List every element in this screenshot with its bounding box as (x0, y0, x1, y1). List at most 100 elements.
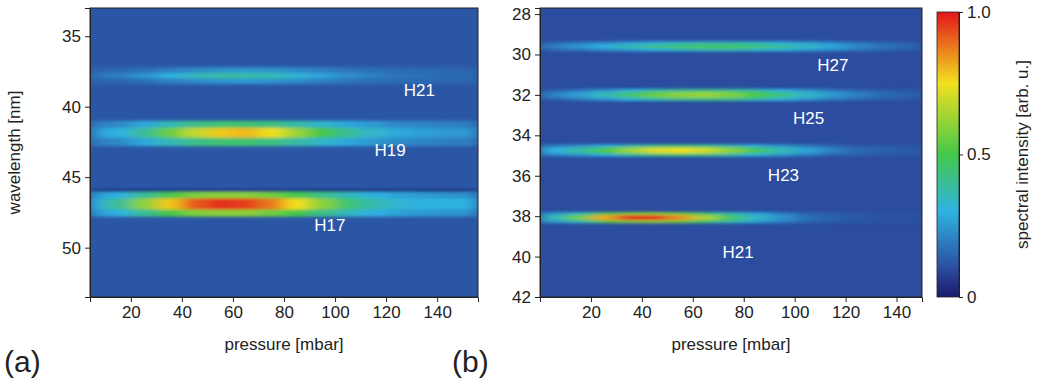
heatmap-cell (412, 189, 438, 192)
heatmap-cell (820, 215, 845, 220)
heatmap-cell (565, 212, 590, 223)
heatmap-cell (565, 147, 590, 153)
heatmap-cell (156, 198, 182, 209)
heatmap-cell (897, 147, 922, 153)
harmonic-label: H21 (723, 243, 754, 262)
tick-label: 140 (883, 303, 911, 322)
tick-label: 42 (512, 288, 531, 307)
heatmap-cell (361, 128, 387, 138)
heatmap-cell (412, 128, 438, 138)
panel-label: (a) (4, 345, 41, 378)
heatmap-cell (744, 212, 769, 223)
heatmap-cell (182, 189, 208, 192)
heatmap-cell (540, 147, 565, 153)
heatmap-cell (156, 189, 182, 192)
heatmap-cell (310, 189, 336, 192)
heatmap-cell (540, 92, 565, 98)
heatmap-cell (820, 92, 845, 98)
heatmap-cell (131, 189, 157, 192)
heatmap-cell (718, 215, 743, 220)
heatmap-cell (131, 198, 157, 209)
heatmap-cell (105, 121, 131, 146)
heatmap-cell (463, 121, 478, 146)
heatmap-cell (310, 73, 336, 79)
tick-label: 80 (735, 303, 754, 322)
plot-area (540, 8, 922, 297)
heatmap-cell (335, 67, 361, 84)
heatmap-cell (105, 198, 131, 209)
heatmap-cell (156, 191, 182, 216)
heatmap-cell (258, 198, 284, 209)
heatmap-cells (90, 67, 478, 216)
heatmap-cell (667, 89, 692, 101)
colorbar-title: spectral intensity [arb. u.] (1013, 60, 1032, 249)
tick-mark (959, 12, 963, 13)
heatmap-cell (207, 67, 233, 84)
harmonic-label: H27 (817, 56, 848, 75)
heatmap-cell (386, 189, 412, 192)
tick-mark (535, 135, 540, 136)
heatmap-cell (131, 121, 157, 146)
heatmap-cell (591, 215, 616, 220)
heatmap-cell (820, 147, 845, 153)
heatmap-cell (233, 67, 259, 84)
heatmap-cell (616, 147, 641, 153)
tick: 28 (512, 5, 540, 24)
heatmap-cell (437, 191, 463, 216)
tick-label: 80 (275, 303, 294, 322)
heatmap-cell (667, 41, 692, 51)
heatmap-cell (616, 44, 641, 48)
tick-label: 50 (62, 239, 81, 258)
tick: 42 (512, 288, 540, 307)
tick: 1.0 (959, 3, 991, 22)
heatmap-cell (642, 92, 667, 98)
heatmap-cell (871, 89, 896, 101)
heatmap-cell (795, 41, 820, 51)
heatmap-cell (565, 89, 590, 101)
heatmap-cell (156, 128, 182, 138)
tick-label: 20 (122, 303, 141, 322)
heatmap-cell (335, 191, 361, 216)
heatmap-cell (361, 73, 387, 79)
colorbar-axis: 0 0.5 1.0 (959, 3, 991, 307)
heatmap-cell (871, 92, 896, 98)
heatmap-cell (540, 144, 565, 156)
heatmap-cell (897, 144, 922, 156)
heatmap-cell (284, 121, 310, 146)
heatmap-cell (437, 128, 463, 138)
heatmap-cell (386, 198, 412, 209)
tick-label: 40 (62, 98, 81, 117)
heatmap-cell (667, 212, 692, 223)
heatmap-cell (718, 212, 743, 223)
tick-mark (85, 107, 90, 108)
heatmap-cell (131, 67, 157, 84)
tick-mark (642, 297, 643, 302)
heatmap-cell (769, 144, 794, 156)
heatmap-cell (642, 147, 667, 153)
heatmap-cell (820, 44, 845, 48)
heatmap-cell (182, 121, 208, 146)
tick-label: 0.5 (967, 145, 991, 164)
harmonic-label: H17 (314, 216, 345, 235)
heatmap-cell (744, 44, 769, 48)
figure: 2040608010012014035404550H21H19H17pressu… (0, 0, 1042, 381)
tick-label: 28 (512, 5, 531, 24)
heatmap-cell (795, 89, 820, 101)
tick-mark (846, 297, 847, 302)
heatmap-cell (769, 147, 794, 153)
tick: 36 (512, 167, 540, 186)
heatmap-cell (412, 73, 438, 79)
heatmap-cell (540, 89, 565, 101)
heatmap-cell (718, 89, 743, 101)
tick: 40 (512, 248, 540, 267)
heatmap-cell (437, 73, 463, 79)
tick-label: 120 (832, 303, 860, 322)
heatmap-cell (258, 189, 284, 192)
tick: 120 (372, 297, 400, 322)
heatmap-cell (361, 189, 387, 192)
heatmap-cell (284, 73, 310, 79)
tick-label: 30 (512, 45, 531, 64)
tick-mark (535, 257, 540, 258)
tick-label: 0 (967, 288, 976, 307)
heatmap-cell (897, 212, 922, 223)
